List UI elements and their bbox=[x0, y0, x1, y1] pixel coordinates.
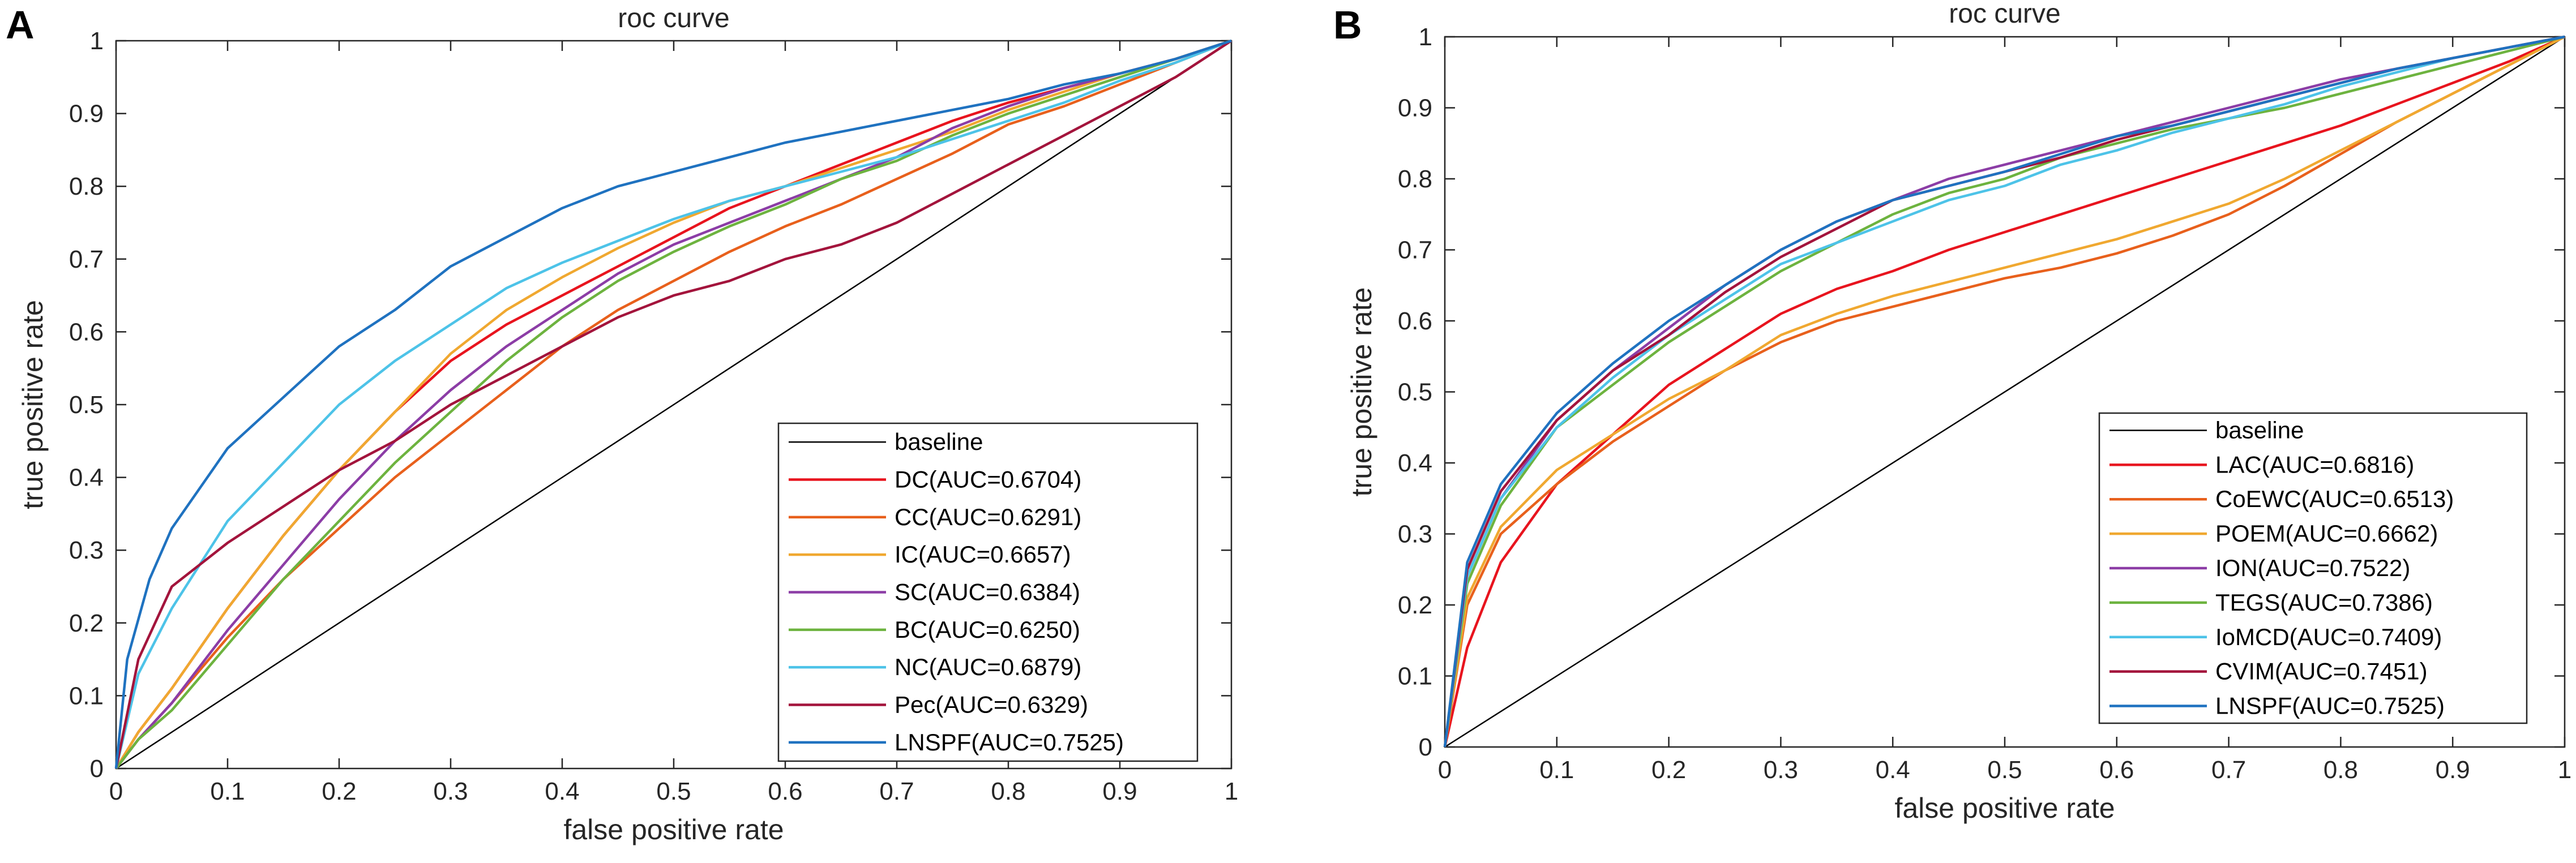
x-tick-label: 0.4 bbox=[1876, 756, 1910, 784]
x-tick-label: 0.9 bbox=[2436, 756, 2470, 784]
x-tick-label: 0.3 bbox=[1764, 756, 1798, 784]
x-tick-label: 0.8 bbox=[991, 778, 1025, 805]
legend-entry: LNSPF(AUC=0.7525) bbox=[895, 729, 1124, 755]
legend-entry: CC(AUC=0.6291) bbox=[895, 504, 1081, 530]
x-tick-label: 0.8 bbox=[2323, 756, 2358, 784]
series-line-sc bbox=[115, 39, 1232, 770]
y-tick-label: 0.8 bbox=[1398, 165, 1432, 193]
y-tick-label: 0.9 bbox=[1398, 95, 1432, 122]
x-tick-label: 0 bbox=[1438, 756, 1452, 784]
series-line-baseline bbox=[115, 40, 1232, 770]
series-line-cc bbox=[115, 39, 1232, 770]
x-axis-label: false positive rate bbox=[1894, 792, 2115, 824]
y-tick-label: 0 bbox=[1419, 733, 1432, 761]
series-line-pec bbox=[114, 40, 1233, 769]
y-tick-label: 0.3 bbox=[69, 536, 104, 564]
y-tick-label: 0.2 bbox=[1398, 591, 1432, 619]
x-tick-label: 0.3 bbox=[433, 778, 468, 805]
legend-entry: ION(AUC=0.7522) bbox=[2215, 555, 2410, 581]
x-tick-label: 0.7 bbox=[2211, 756, 2246, 784]
x-tick-label: 0.2 bbox=[1651, 756, 1686, 784]
x-tick-label: 0.6 bbox=[2099, 756, 2134, 784]
x-tick-label: 0.1 bbox=[210, 778, 245, 805]
legend-entry: IoMCD(AUC=0.7409) bbox=[2215, 624, 2442, 650]
x-axis-label: false positive rate bbox=[563, 814, 784, 845]
y-tick-label: 1 bbox=[1419, 23, 1432, 51]
y-tick-label: 0.2 bbox=[69, 609, 104, 637]
y-tick-label: 0.6 bbox=[69, 318, 104, 346]
series-line-lac bbox=[1443, 35, 2565, 748]
panel-letter: A bbox=[6, 3, 35, 47]
y-tick-label: 0.5 bbox=[69, 391, 104, 419]
legend-entry: TEGS(AUC=0.7386) bbox=[2215, 589, 2433, 616]
y-tick-label: 0.5 bbox=[1398, 379, 1432, 406]
legend: baseline DC(AUC=0.6704) CC(AUC=0.6291) IC(A… bbox=[777, 422, 1199, 762]
series-line-iomcd bbox=[1443, 35, 2565, 748]
legend-entry: baseline bbox=[895, 428, 983, 455]
x-tick-label: 0 bbox=[109, 778, 123, 805]
chart-title: roc curve bbox=[618, 3, 729, 33]
x-tick-label: 0.4 bbox=[545, 778, 579, 805]
y-tick-label: 0.1 bbox=[1398, 663, 1432, 690]
x-tick-label: 1 bbox=[2558, 756, 2571, 784]
series-line-bc bbox=[115, 39, 1232, 770]
series-line-poem bbox=[1443, 35, 2566, 748]
y-tick-label: 0.4 bbox=[69, 464, 104, 492]
legend-entry: CVIM(AUC=0.7451) bbox=[2215, 658, 2428, 685]
legend-entry: NC(AUC=0.6879) bbox=[895, 654, 1081, 680]
x-tick-label: 0.6 bbox=[768, 778, 802, 805]
series-line-coewc bbox=[1443, 35, 2566, 748]
y-tick-label: 0.9 bbox=[69, 100, 104, 128]
y-axis-label: true positive rate bbox=[17, 300, 49, 509]
series-line-ic bbox=[115, 39, 1232, 770]
series-line-tegs bbox=[1443, 35, 2565, 748]
y-tick-label: 0.6 bbox=[1398, 307, 1432, 335]
legend-entry: SC(AUC=0.6384) bbox=[895, 579, 1080, 606]
legend-entry: Pec(AUC=0.6329) bbox=[895, 692, 1088, 718]
x-tick-label: 0.1 bbox=[1539, 756, 1574, 784]
y-tick-label: 0.1 bbox=[69, 682, 104, 710]
y-tick-label: 0.7 bbox=[69, 246, 104, 273]
legend-entry: DC(AUC=0.6704) bbox=[895, 466, 1081, 493]
series-line-nc bbox=[114, 39, 1232, 769]
y-tick-label: 0.7 bbox=[1398, 237, 1432, 264]
legend-entry: CoEWC(AUC=0.6513) bbox=[2215, 486, 2454, 512]
series-line-baseline bbox=[1444, 36, 2565, 748]
y-tick-label: 0.8 bbox=[69, 173, 104, 200]
x-tick-label: 1 bbox=[1225, 778, 1238, 805]
x-tick-label: 0.9 bbox=[1102, 778, 1137, 805]
legend-entry: LAC(AUC=0.6816) bbox=[2215, 451, 2414, 478]
x-tick-label: 0.5 bbox=[1987, 756, 2022, 784]
x-tick-label: 0.5 bbox=[656, 778, 691, 805]
legend-entry: BC(AUC=0.6250) bbox=[895, 616, 1080, 643]
x-tick-label: 0.7 bbox=[879, 778, 914, 805]
x-tick-label: 0.2 bbox=[322, 778, 356, 805]
y-tick-label: 1 bbox=[90, 27, 104, 55]
y-axis-label: true positive rate bbox=[1346, 287, 1377, 497]
legend-entry: LNSPF(AUC=0.7525) bbox=[2215, 693, 2445, 719]
legend-entry: baseline bbox=[2215, 417, 2304, 443]
legend-entry: IC(AUC=0.6657) bbox=[895, 541, 1071, 568]
y-tick-label: 0.3 bbox=[1398, 521, 1432, 548]
series-line-lnspf bbox=[1443, 35, 2565, 748]
y-tick-label: 0.4 bbox=[1398, 449, 1432, 477]
y-tick-label: 0 bbox=[90, 755, 104, 783]
chart-title: roc curve bbox=[1949, 0, 2060, 29]
legend: baseline LAC(AUC=0.6816) CoEWC(AUC=0.6513)… bbox=[2098, 412, 2528, 724]
legend-entry: POEM(AUC=0.6662) bbox=[2215, 520, 2438, 547]
panel-letter: B bbox=[1333, 3, 1362, 47]
series-line-lnspf bbox=[114, 39, 1232, 769]
